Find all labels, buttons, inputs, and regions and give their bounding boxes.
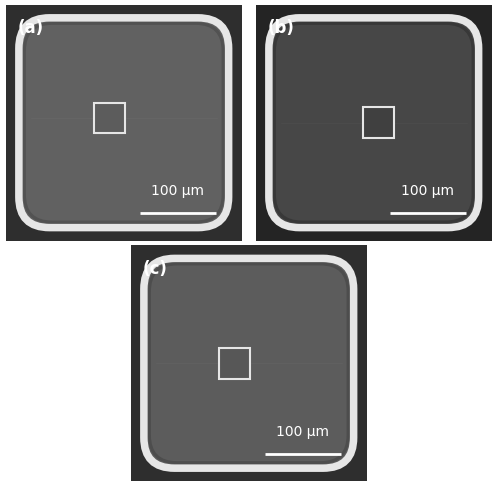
FancyBboxPatch shape [23,22,224,224]
Text: (a): (a) [18,19,44,37]
Text: 100 μm: 100 μm [152,184,204,198]
FancyBboxPatch shape [269,18,478,227]
Text: 100 μm: 100 μm [276,425,330,439]
FancyBboxPatch shape [276,25,471,221]
Bar [220,348,250,379]
FancyBboxPatch shape [19,18,229,227]
Bar [94,103,125,133]
Bar [94,103,125,133]
FancyBboxPatch shape [144,259,354,468]
FancyBboxPatch shape [26,25,222,221]
Bar [363,107,394,138]
Text: (c): (c) [142,260,168,278]
Text: (b): (b) [268,19,294,37]
Text: 100 μm: 100 μm [402,184,454,198]
Bar [363,107,394,138]
FancyBboxPatch shape [273,22,474,224]
FancyBboxPatch shape [148,262,350,464]
FancyBboxPatch shape [151,265,346,461]
Bar [220,348,250,379]
